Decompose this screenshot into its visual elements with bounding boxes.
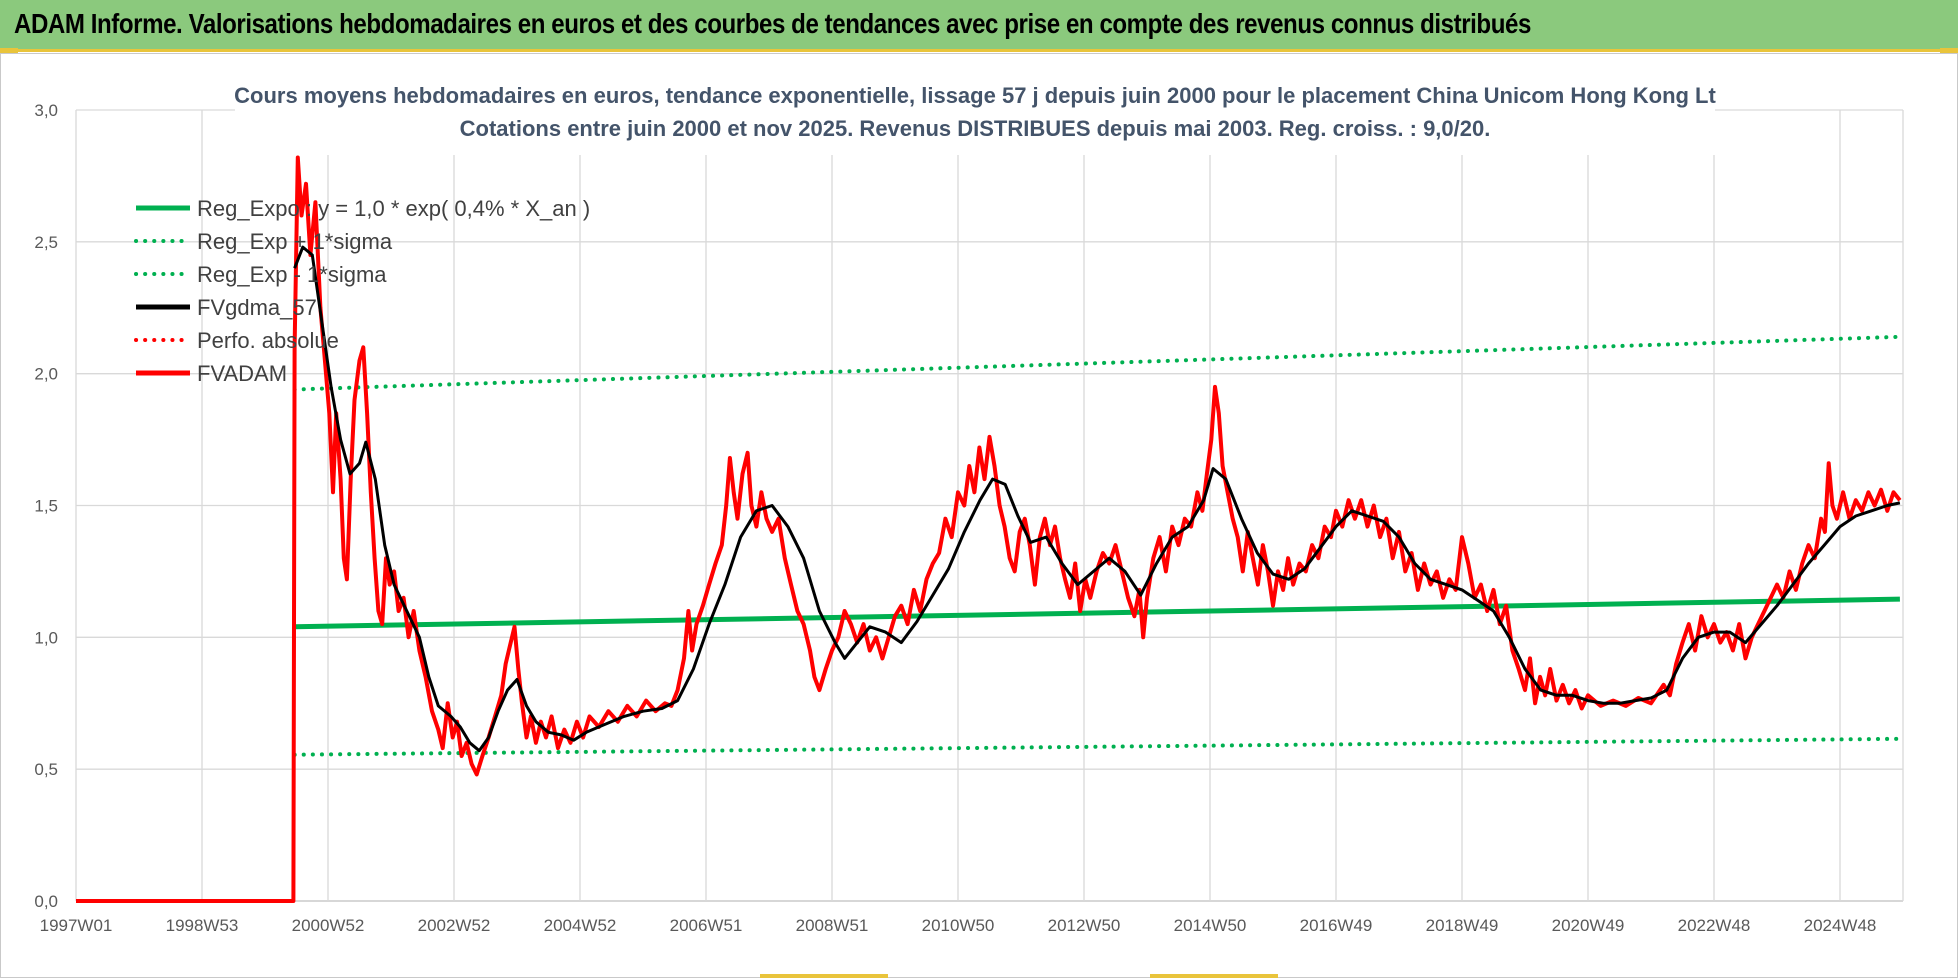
legend-label: FVgdma_57 — [197, 295, 317, 320]
x-tick-label: 2014W50 — [1174, 916, 1247, 935]
x-axis-ticks: 1997W01 1998W53 2000W52 2002W52 2004W52 2006W… — [40, 916, 1877, 935]
bottom-accent-2 — [1150, 974, 1278, 978]
x-tick-label: 2022W48 — [1678, 916, 1751, 935]
y-tick-label: 0,0 — [34, 892, 58, 911]
y-tick-label: 3,0 — [34, 101, 58, 120]
legend-label: Reg_Expo : y = 1,0 * exp( 0,4% * X_an ) — [197, 196, 590, 221]
y-tick-label: 0,5 — [34, 760, 58, 779]
chart-title-block: Cours moyens hebdomadaires en euros, ten… — [234, 75, 1717, 155]
series-line-3 — [293, 245, 1901, 753]
chart-legend: Reg_Expo : y = 1,0 * exp( 0,4% * X_an ) R… — [134, 196, 590, 386]
x-tick-label: 1998W53 — [166, 916, 239, 935]
chart-title-line1: Cours moyens hebdomadaires en euros, ten… — [234, 83, 1716, 108]
series-line-1 — [292, 334, 1902, 392]
x-tick-label: 2010W50 — [922, 916, 995, 935]
y-tick-label: 2,5 — [34, 233, 58, 252]
report-banner: ADAM Informe. Valorisations hebdomadaire… — [0, 0, 1958, 52]
x-tick-label: 2002W52 — [418, 916, 491, 935]
x-tick-label: 2004W52 — [544, 916, 617, 935]
x-tick-label: 1997W01 — [40, 916, 113, 935]
legend-label: Perfo. absolue — [197, 328, 339, 353]
banner-title: ADAM Informe. Valorisations hebdomadaire… — [14, 8, 1531, 39]
legend-label: Reg_Exp + 1*sigma — [197, 229, 393, 254]
legend-label: FVADAM — [197, 361, 287, 386]
x-tick-label: 2012W50 — [1048, 916, 1121, 935]
chart-title-line2: Cotations entre juin 2000 et nov 2025. R… — [460, 116, 1491, 141]
x-tick-label: 2008W51 — [796, 916, 869, 935]
series-layer — [76, 155, 1902, 903]
y-axis-ticks: 0,0 0,5 1,0 1,5 2,0 2,5 3,0 — [34, 101, 58, 911]
y-tick-label: 1,0 — [34, 628, 58, 647]
banner-corner-left — [0, 48, 18, 53]
banner-corner-right — [1940, 48, 1958, 53]
y-tick-label: 1,5 — [34, 497, 58, 516]
y-tick-label: 2,0 — [34, 365, 58, 384]
x-tick-label: 2024W48 — [1804, 916, 1877, 935]
legend-label: Reg_Exp - 1*sigma — [197, 262, 387, 287]
x-tick-label: 2020W49 — [1552, 916, 1625, 935]
bottom-accent-1 — [760, 974, 888, 978]
chart-title-background — [235, 75, 1715, 155]
x-tick-label: 2000W52 — [292, 916, 365, 935]
x-tick-label: 2006W51 — [670, 916, 743, 935]
x-tick-label: 2016W49 — [1300, 916, 1373, 935]
x-tick-label: 2018W49 — [1426, 916, 1499, 935]
series-line-2 — [292, 736, 1902, 757]
series-line-0 — [294, 596, 1900, 630]
chart-area: 0,0 0,5 1,0 1,5 2,0 2,5 3,0 1997W01 1998W53 2000… — [34, 75, 1904, 935]
